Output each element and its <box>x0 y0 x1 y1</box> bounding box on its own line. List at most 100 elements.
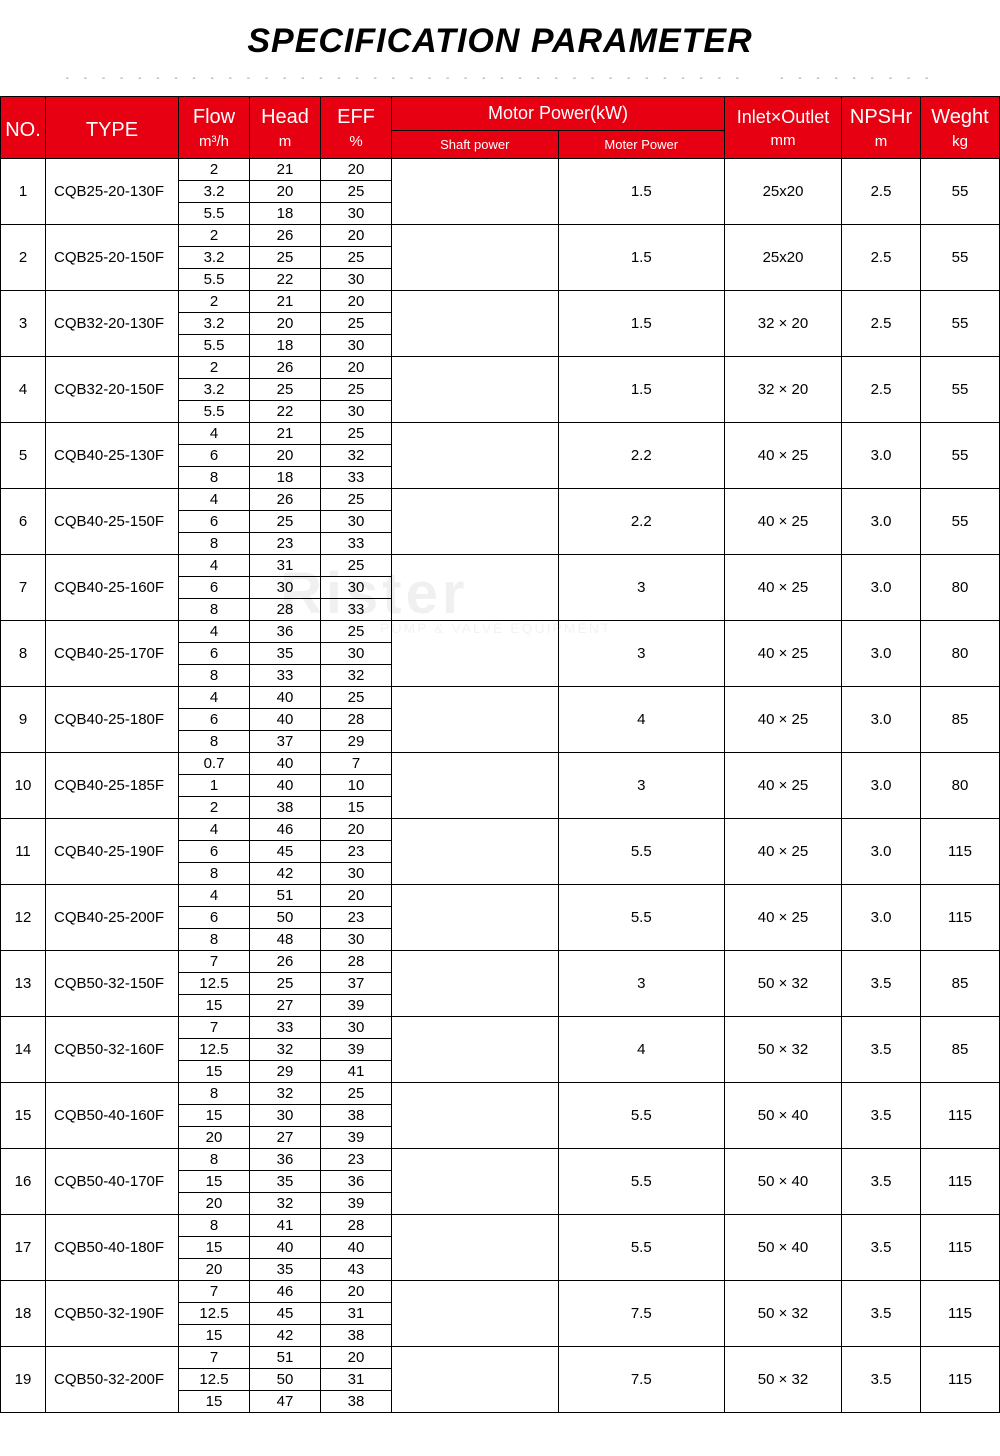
cell-eff: 30 <box>321 269 392 291</box>
cell-eff: 30 <box>321 335 392 357</box>
cell-flow: 7 <box>179 1347 250 1369</box>
cell-head: 40 <box>250 709 321 731</box>
cell-npshr: 3.0 <box>842 621 921 687</box>
cell-flow: 8 <box>179 929 250 951</box>
cell-flow: 20 <box>179 1127 250 1149</box>
cell-shaft <box>392 1215 559 1281</box>
cell-flow: 7 <box>179 1281 250 1303</box>
cell-flow: 2 <box>179 291 250 313</box>
cell-eff: 30 <box>321 203 392 225</box>
cell-eff: 15 <box>321 797 392 819</box>
cell-shaft <box>392 1017 559 1083</box>
table-row: 16CQB50-40-170F836235.550 × 403.5115 <box>1 1149 1000 1171</box>
cell-eff: 20 <box>321 225 392 247</box>
cell-head: 40 <box>250 687 321 709</box>
cell-eff: 7 <box>321 753 392 775</box>
divider-dashes: - - - - - - - - - - - - - - - - - - - - … <box>0 73 1000 96</box>
cell-npshr: 3.5 <box>842 951 921 1017</box>
cell-head: 18 <box>250 467 321 489</box>
cell-eff: 30 <box>321 577 392 599</box>
cell-head: 35 <box>250 643 321 665</box>
cell-weight: 55 <box>921 357 1000 423</box>
table-row: 19CQB50-32-200F751207.550 × 323.5115 <box>1 1347 1000 1369</box>
cell-npshr: 3.5 <box>842 1281 921 1347</box>
cell-head: 51 <box>250 885 321 907</box>
cell-eff: 38 <box>321 1105 392 1127</box>
cell-eff: 20 <box>321 159 392 181</box>
cell-weight: 115 <box>921 1215 1000 1281</box>
cell-npshr: 3.0 <box>842 423 921 489</box>
cell-head: 28 <box>250 599 321 621</box>
cell-weight: 115 <box>921 1083 1000 1149</box>
cell-mpow: 3 <box>558 621 725 687</box>
cell-eff: 30 <box>321 1017 392 1039</box>
cell-mpow: 4 <box>558 1017 725 1083</box>
cell-head: 26 <box>250 489 321 511</box>
cell-mpow: 3 <box>558 753 725 819</box>
cell-flow: 0.7 <box>179 753 250 775</box>
table-row: 12CQB40-25-200F451205.540 × 253.0115 <box>1 885 1000 907</box>
table-row: 3CQB32-20-130F221201.532 × 202.555 <box>1 291 1000 313</box>
cell-inout: 25x20 <box>725 159 842 225</box>
cell-flow: 4 <box>179 555 250 577</box>
cell-eff: 31 <box>321 1369 392 1391</box>
cell-weight: 80 <box>921 753 1000 819</box>
cell-flow: 6 <box>179 643 250 665</box>
cell-weight: 115 <box>921 1149 1000 1215</box>
cell-head: 18 <box>250 203 321 225</box>
cell-eff: 30 <box>321 929 392 951</box>
cell-eff: 25 <box>321 489 392 511</box>
cell-inout: 40 × 25 <box>725 819 842 885</box>
spec-table: NO. TYPE Flowm³/h Headm EFF% Motor Power… <box>0 96 1000 1413</box>
cell-no: 2 <box>1 225 46 291</box>
cell-weight: 55 <box>921 159 1000 225</box>
cell-inout: 32 × 20 <box>725 291 842 357</box>
cell-flow: 4 <box>179 885 250 907</box>
cell-weight: 115 <box>921 885 1000 951</box>
cell-mpow: 2.2 <box>558 423 725 489</box>
cell-head: 22 <box>250 269 321 291</box>
cell-mpow: 5.5 <box>558 1149 725 1215</box>
cell-no: 8 <box>1 621 46 687</box>
cell-weight: 115 <box>921 1281 1000 1347</box>
cell-head: 48 <box>250 929 321 951</box>
cell-type: CQB40-25-130F <box>46 423 179 489</box>
cell-type: CQB32-20-150F <box>46 357 179 423</box>
cell-eff: 28 <box>321 951 392 973</box>
cell-eff: 20 <box>321 1347 392 1369</box>
cell-no: 19 <box>1 1347 46 1413</box>
cell-no: 14 <box>1 1017 46 1083</box>
cell-head: 45 <box>250 841 321 863</box>
cell-inout: 50 × 40 <box>725 1083 842 1149</box>
cell-eff: 39 <box>321 1193 392 1215</box>
cell-head: 37 <box>250 731 321 753</box>
cell-flow: 7 <box>179 1017 250 1039</box>
cell-head: 38 <box>250 797 321 819</box>
cell-head: 20 <box>250 313 321 335</box>
cell-mpow: 3 <box>558 951 725 1017</box>
cell-eff: 41 <box>321 1061 392 1083</box>
cell-eff: 39 <box>321 1039 392 1061</box>
cell-type: CQB50-32-200F <box>46 1347 179 1413</box>
cell-type: CQB50-32-150F <box>46 951 179 1017</box>
cell-flow: 12.5 <box>179 1303 250 1325</box>
page-title: SPECIFICATION PARAMETER <box>0 0 1000 73</box>
cell-eff: 10 <box>321 775 392 797</box>
cell-eff: 25 <box>321 687 392 709</box>
cell-weight: 55 <box>921 489 1000 555</box>
cell-flow: 6 <box>179 445 250 467</box>
cell-type: CQB50-32-160F <box>46 1017 179 1083</box>
cell-head: 20 <box>250 181 321 203</box>
cell-flow: 4 <box>179 423 250 445</box>
cell-eff: 33 <box>321 467 392 489</box>
cell-head: 31 <box>250 555 321 577</box>
cell-flow: 3.2 <box>179 313 250 335</box>
cell-head: 22 <box>250 401 321 423</box>
cell-head: 35 <box>250 1259 321 1281</box>
cell-eff: 20 <box>321 291 392 313</box>
cell-eff: 31 <box>321 1303 392 1325</box>
cell-no: 16 <box>1 1149 46 1215</box>
cell-flow: 12.5 <box>179 973 250 995</box>
cell-npshr: 2.5 <box>842 159 921 225</box>
table-row: 7CQB40-25-160F43125340 × 253.080 <box>1 555 1000 577</box>
